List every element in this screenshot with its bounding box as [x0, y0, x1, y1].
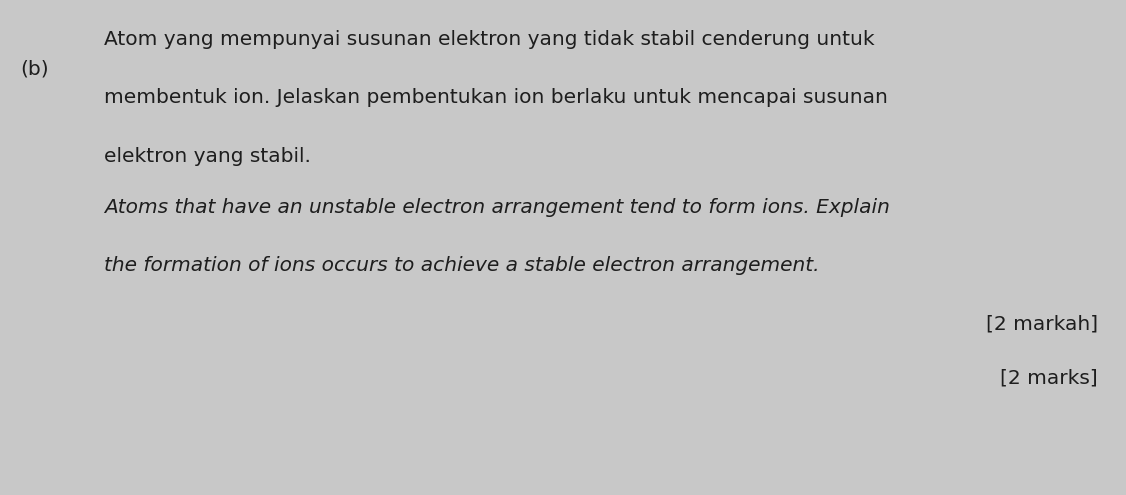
Text: [2 marks]: [2 marks] [1000, 368, 1098, 387]
Text: the formation of ions occurs to achieve a stable electron arrangement.: the formation of ions occurs to achieve … [104, 256, 819, 275]
Text: elektron yang stabil.: elektron yang stabil. [104, 147, 311, 166]
Text: membentuk ion. Jelaskan pembentukan ion berlaku untuk mencapai susunan: membentuk ion. Jelaskan pembentukan ion … [104, 88, 887, 107]
Text: (b): (b) [20, 59, 48, 78]
Text: [2 markah]: [2 markah] [985, 315, 1098, 334]
Text: Atoms that have an unstable electron arrangement tend to form ions. Explain: Atoms that have an unstable electron arr… [104, 198, 890, 217]
Text: Atom yang mempunyai susunan elektron yang tidak stabil cenderung untuk: Atom yang mempunyai susunan elektron yan… [104, 30, 874, 49]
